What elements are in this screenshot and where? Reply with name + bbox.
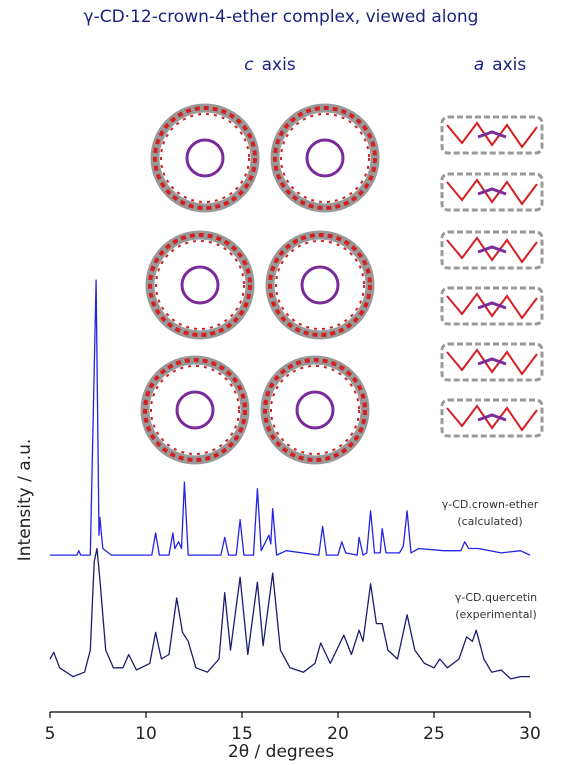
annotation: (experimental) <box>455 608 537 621</box>
stick <box>440 286 544 326</box>
ring <box>270 235 370 335</box>
stick <box>440 230 544 270</box>
ring <box>145 360 245 460</box>
crystal-a-view <box>440 115 544 438</box>
x-tick-label: 30 <box>519 724 541 744</box>
view-label: c axis <box>244 55 296 75</box>
stick <box>440 398 544 438</box>
axis-word: axis <box>492 55 526 75</box>
ring <box>150 235 250 335</box>
axis-letter: c <box>244 55 254 75</box>
x-tick-label: 5 <box>45 724 56 744</box>
annotation: (calculated) <box>457 515 522 528</box>
series-line <box>50 279 531 556</box>
x-tick-label: 10 <box>135 724 157 744</box>
stick <box>440 115 544 155</box>
annotation: γ-CD.quercetin <box>455 591 537 604</box>
stick <box>440 172 544 212</box>
x-tick-label: 25 <box>423 724 445 744</box>
axis-word: axis <box>262 55 296 75</box>
x-tick-label: 20 <box>327 724 349 744</box>
ring <box>275 108 375 208</box>
y-axis-label: Intensity / a.u. <box>15 439 35 562</box>
ring <box>155 108 255 208</box>
stick <box>440 342 544 382</box>
view-label: a axis <box>474 55 527 75</box>
ring <box>265 360 365 460</box>
crystal-c-view <box>145 108 375 460</box>
annotation: γ-CD.crown-ether <box>442 498 539 511</box>
axis-letter: a <box>474 55 484 75</box>
series-line <box>49 547 530 680</box>
x-tick-label: 15 <box>231 724 253 744</box>
x-axis-label: 2θ / degrees <box>228 742 334 762</box>
title: γ-CD·12-crown-4-ether complex, viewed al… <box>84 7 479 27</box>
